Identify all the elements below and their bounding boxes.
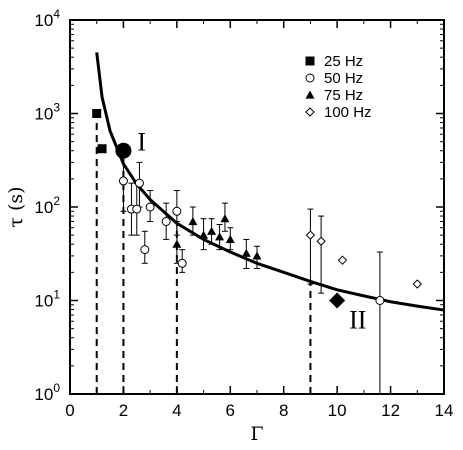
data-point — [252, 251, 262, 260]
legend-label: 50 Hz — [324, 70, 363, 87]
data-point — [140, 245, 150, 255]
data-point — [241, 248, 251, 257]
data-point — [145, 202, 155, 212]
x-tick-label: 4 — [172, 401, 181, 420]
data-point — [220, 214, 230, 223]
highlight-label: I — [137, 128, 146, 157]
y-axis-title: τ (s) — [5, 186, 27, 227]
data-point — [225, 234, 235, 244]
legend-marker — [305, 90, 315, 99]
data-point — [172, 206, 182, 216]
y-tick-label: 100 — [34, 381, 60, 404]
y-tick-label: 103 — [34, 101, 60, 124]
data-point — [132, 204, 142, 214]
data-point — [305, 230, 316, 240]
legend-marker — [305, 73, 315, 83]
legend-label: 25 Hz — [324, 53, 363, 70]
data-point — [316, 236, 326, 246]
data-point — [188, 216, 198, 226]
legend-marker — [305, 56, 315, 66]
y-tick-label: 102 — [34, 194, 60, 217]
legend-marker — [305, 107, 315, 117]
data-point — [134, 178, 144, 188]
data-point — [375, 296, 385, 305]
data-point — [97, 144, 107, 154]
highlight-point — [115, 142, 132, 159]
x-tick-label: 14 — [435, 401, 454, 420]
data-point — [215, 232, 225, 241]
x-tick-label: 10 — [328, 401, 347, 420]
highlight-point — [329, 292, 346, 309]
y-tick-label: 101 — [34, 288, 60, 311]
x-tick-label: 2 — [119, 401, 128, 420]
x-axis-title: Γ — [250, 423, 263, 445]
data-point — [118, 176, 128, 186]
data-point — [412, 279, 422, 289]
x-tick-label: 8 — [279, 401, 288, 420]
data-point — [337, 255, 348, 265]
legend-label: 100 Hz — [324, 104, 372, 121]
fit-curve — [95, 52, 445, 312]
legend-label: 75 Hz — [324, 87, 363, 104]
x-tick-label: 12 — [381, 401, 400, 420]
plot-frame — [69, 19, 445, 395]
data-point — [92, 109, 102, 118]
y-tick-label: 104 — [34, 7, 60, 30]
data-point — [177, 258, 187, 268]
x-tick-label: 0 — [65, 401, 74, 420]
data-point — [172, 239, 182, 248]
highlight-label: II — [349, 306, 366, 335]
data-point — [161, 216, 171, 226]
data-point — [199, 230, 209, 239]
data-point — [207, 226, 217, 235]
x-tick-label: 6 — [226, 401, 235, 420]
